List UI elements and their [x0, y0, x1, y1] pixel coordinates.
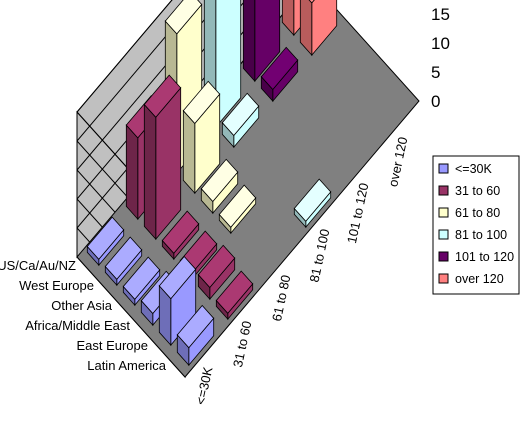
legend-swatch	[438, 163, 449, 174]
legend-label: <=30K	[455, 162, 493, 176]
bar-<=30K-Latin America	[176, 304, 215, 367]
bar-61 to 80-West Europe	[182, 80, 221, 195]
bar-31 to 60-Other Asia	[161, 210, 200, 261]
bar-<=30K-US/Ca/Au/NZ	[86, 216, 125, 267]
z-tick-label: 5	[431, 63, 440, 82]
region-label: West Europe	[19, 278, 94, 293]
legend-swatch	[438, 207, 449, 218]
x-tick-label: over 120	[385, 136, 410, 189]
bar-<=30K-East Europe	[158, 255, 197, 347]
x-tick-label: 81 to 100	[306, 228, 332, 284]
region-label: US/Ca/Au/NZ	[0, 258, 76, 273]
legend-swatch	[438, 273, 449, 284]
bar-81 to 100-West Europe	[221, 92, 260, 149]
bar-over 120-West Europe	[299, 0, 338, 57]
legend-swatch	[438, 251, 449, 262]
bar-61 to 80-Other Asia	[200, 158, 239, 215]
legend-box	[432, 155, 520, 295]
bar-<=30K-Other Asia	[122, 256, 161, 307]
bar-101 to 120-US/Ca/Au/NZ	[242, 0, 281, 83]
legend-label: 61 to 80	[455, 206, 500, 220]
region-label: Africa/Middle East	[25, 318, 130, 333]
y-axis-regions: US/Ca/Au/NZ West Europe Other Asia Africa/M…	[0, 258, 167, 373]
z-tick-label: 0	[431, 92, 440, 111]
bar-101 to 120-West Europe	[260, 46, 299, 103]
chart-bars	[86, 0, 338, 367]
z-tick-label: 10	[431, 34, 450, 53]
bar-31 to 60-Latin America	[215, 270, 254, 321]
legend-swatch	[438, 185, 449, 196]
chart-legend: <=30K 31 to 60 61 to 80 81 to 100 101 to 120…	[432, 155, 520, 295]
region-label: East Europe	[76, 338, 148, 353]
x-tick-label: 61 to 80	[269, 274, 293, 323]
legend-label: 101 to 120	[455, 250, 514, 264]
bar-81 to 100-Latin America	[293, 178, 332, 229]
legend-label: over 120	[455, 272, 504, 286]
z-axis: 0510152025	[431, 5, 450, 111]
region-label: Latin America	[87, 358, 167, 373]
x-tick-label: 31 to 60	[230, 320, 254, 369]
legend-swatch	[438, 229, 449, 240]
region-label: Other Asia	[51, 298, 112, 313]
bar-31 to 60-West Europe	[143, 74, 182, 241]
bar-61 to 80-Africa/Middle East	[218, 184, 257, 235]
x-tick-label: <=30K	[193, 365, 216, 406]
legend-label: 31 to 60	[455, 184, 500, 198]
bar-31 to 60-East Europe	[197, 244, 236, 301]
x-tick-label: 101 to 120	[344, 182, 371, 245]
z-tick-label: 15	[431, 5, 450, 24]
bar-<=30K-West Europe	[104, 236, 143, 287]
legend-label: 81 to 100	[455, 228, 507, 242]
